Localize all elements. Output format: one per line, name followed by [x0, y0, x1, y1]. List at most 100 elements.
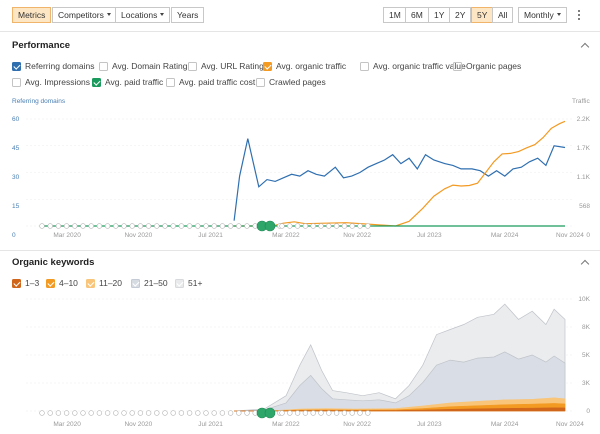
annotation-marker	[178, 410, 185, 416]
y-tick-right: 0	[586, 232, 590, 239]
metric-avg-impressions[interactable]: Avg. Impressions	[12, 77, 90, 89]
annotation-marker	[279, 223, 285, 229]
legend-pos-1-3[interactable]: 1–3	[12, 278, 39, 290]
x-tick-label: Nov 2020	[124, 421, 153, 428]
annotation-marker	[186, 223, 193, 229]
annotation-marker	[145, 223, 152, 229]
y-tick-right: 3K	[582, 380, 590, 387]
annotation-marker	[162, 410, 168, 416]
metric-referring-domains[interactable]: Referring domains	[12, 61, 94, 73]
performance-chart[interactable]	[0, 0, 600, 250]
metrics-tab[interactable]: Metrics	[12, 7, 52, 23]
annotation-marker	[302, 410, 309, 416]
metric-organic-pages[interactable]: Organic pages	[453, 61, 521, 73]
legend-pos-51-plus[interactable]: 51+	[175, 278, 202, 290]
annotation-marker	[287, 410, 293, 416]
left-axis-title: Referring domains	[12, 98, 66, 105]
x-tick-label: Mar 2024	[490, 421, 519, 428]
metric-avg-domain-rating[interactable]: Avg. Domain Rating	[99, 61, 187, 73]
annotation-marker	[365, 223, 371, 229]
legend-pos-21-50[interactable]: 21–50	[131, 278, 168, 290]
annotation-marker	[121, 223, 127, 229]
annotation-marker	[349, 223, 355, 229]
chevron-down-icon	[106, 13, 111, 16]
annotation-marker	[294, 223, 301, 229]
annotation-marker	[203, 223, 209, 229]
annotation-marker-active	[264, 220, 276, 232]
annotation-marker	[236, 410, 242, 416]
divider	[0, 250, 600, 251]
annotation-marker	[129, 223, 135, 229]
x-tick-label: Mar 2020	[53, 232, 81, 239]
metric-avg-organic-traffic[interactable]: Avg. organic traffic	[263, 61, 346, 73]
annotation-marker	[236, 223, 242, 229]
metric-avg-paid-traffic[interactable]: Avg. paid traffic	[92, 77, 163, 89]
annotation-marker	[279, 410, 285, 416]
annotation-marker	[357, 223, 363, 229]
checkbox-icon	[12, 77, 21, 87]
y-tick-right: 568	[579, 203, 590, 210]
annotation-marker	[333, 223, 340, 229]
annotation-marker	[211, 410, 217, 416]
vertical-dots-icon[interactable]	[577, 10, 581, 22]
y-tick-right: 2.2K	[576, 116, 590, 123]
annotation-marker	[318, 223, 324, 229]
annotation-marker	[341, 223, 348, 229]
x-tick-label: Jul 2023	[417, 232, 442, 239]
legend-pos-11-20[interactable]: 11–20	[86, 278, 122, 290]
range-2y[interactable]: 2Y	[449, 7, 472, 23]
area-21-50	[234, 351, 566, 412]
checkbox-icon	[99, 61, 108, 71]
annotation-marker	[326, 223, 332, 229]
x-tick-label: Nov 2020	[124, 232, 153, 239]
annotation-marker	[227, 410, 234, 416]
x-tick-label: Mar 2020	[53, 421, 81, 428]
x-tick-label: Mar 2024	[490, 232, 519, 239]
checkbox-icon	[166, 77, 175, 87]
annotation-marker	[178, 223, 185, 229]
metric-avg-url-rating[interactable]: Avg. URL Rating	[188, 61, 264, 73]
y-tick-left: 15	[12, 203, 20, 210]
annotation-marker	[365, 410, 371, 416]
annotation-marker	[170, 410, 176, 416]
chevron-down-icon	[556, 13, 561, 16]
x-tick-label: Nov 2022	[343, 421, 372, 428]
annotation-marker	[186, 410, 193, 416]
y-tick-left: 30	[12, 174, 20, 181]
legend-pos-4-10[interactable]: 4–10	[46, 278, 78, 290]
annotation-marker	[203, 410, 209, 416]
annotation-marker	[47, 223, 53, 229]
checkbox-icon	[92, 77, 101, 87]
annotation-marker	[145, 410, 152, 416]
annotation-marker	[63, 223, 70, 229]
annotation-marker	[302, 223, 309, 229]
locations-dropdown[interactable]: Locations	[115, 7, 171, 23]
toolbar: Metrics Competitors Locations Years 1M 6…	[0, 0, 600, 30]
y-tick-right: 1.1K	[576, 174, 590, 181]
annotation-marker	[96, 223, 103, 229]
annotation-marker	[72, 223, 78, 229]
checkbox-icon	[12, 278, 21, 288]
y-tick-left: 0	[12, 232, 16, 239]
annotation-marker	[129, 410, 135, 416]
annotation-marker	[72, 410, 78, 416]
annotation-marker	[39, 410, 45, 416]
metric-avg-paid-traffic-cost[interactable]: Avg. paid traffic cost	[166, 77, 255, 89]
organic-keywords-title: Organic keywords	[12, 257, 95, 268]
annotation-marker	[162, 223, 168, 229]
y-tick-left: 60	[12, 116, 20, 123]
y-tick-right: 5K	[582, 352, 590, 359]
interval-dropdown[interactable]: Monthly	[518, 7, 567, 23]
metric-avg-organic-traffic-value[interactable]: Avg. organic traffic value	[360, 61, 466, 73]
checkbox-icon	[256, 77, 265, 87]
annotation-marker	[121, 410, 127, 416]
years-button[interactable]: Years	[171, 7, 205, 23]
annotation-marker	[104, 410, 111, 416]
range-all[interactable]: All	[492, 7, 514, 23]
annotation-marker	[310, 410, 316, 416]
annotation-marker	[154, 223, 160, 229]
metric-crawled-pages[interactable]: Crawled pages	[256, 77, 326, 89]
checkbox-icon	[175, 278, 184, 288]
chevron-down-icon	[160, 13, 165, 16]
